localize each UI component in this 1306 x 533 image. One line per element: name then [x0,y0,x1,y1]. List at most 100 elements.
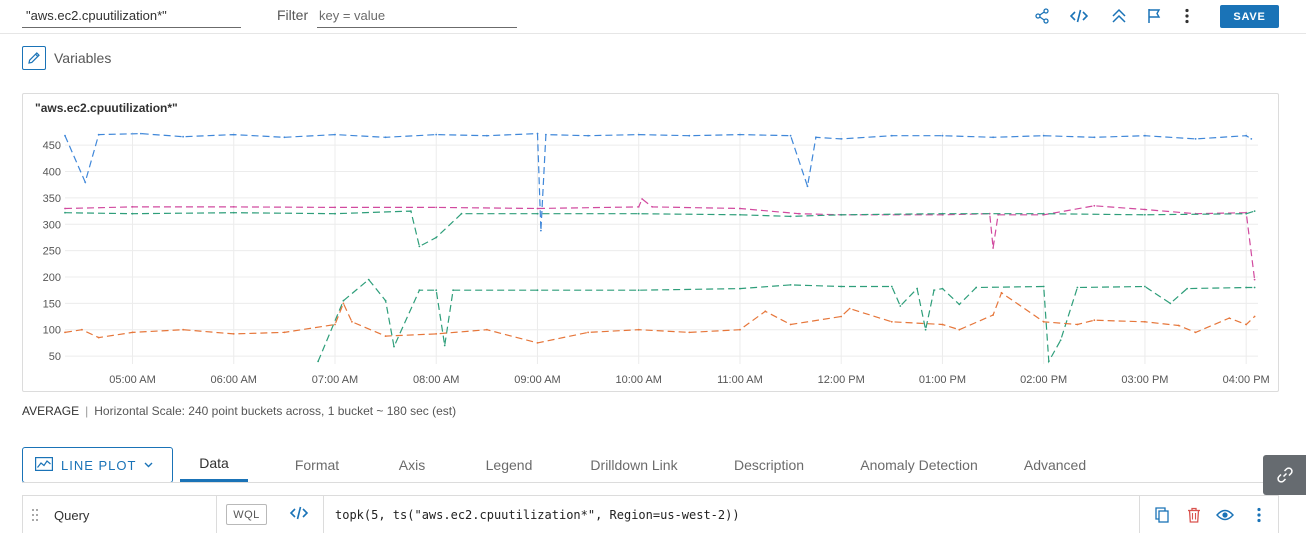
data-point [1253,315,1256,318]
variables-label: Variables [54,49,112,66]
tab-legend[interactable]: Legend [485,456,533,473]
data-point [637,328,640,331]
data-point [739,213,741,216]
more-vertical-icon[interactable] [1178,7,1196,25]
data-point [815,136,817,139]
filter-label: Filter [277,7,309,23]
series-line [64,132,1252,231]
data-point [182,135,185,138]
x-tick-label: 02:00 PM [1020,374,1067,386]
chart-name-input[interactable] [22,4,241,28]
data-point [1245,286,1248,289]
data-point [848,307,851,310]
data-point [283,331,286,334]
link-icon[interactable] [1263,455,1306,495]
double-chevron-up-icon[interactable] [1110,7,1128,25]
tab-axis[interactable]: Axis [398,456,426,473]
data-point [384,136,387,139]
data-point [64,211,66,214]
tab-description[interactable]: Description [733,456,805,473]
query-expression-input[interactable]: topk(5, ts("aws.ec2.cpuutilization*", Re… [335,508,740,522]
data-point [64,134,66,137]
chevron-down-icon [144,460,153,470]
data-point [651,206,654,208]
data-point [637,133,640,136]
data-point [933,289,935,292]
y-tick-label: 200 [43,272,61,284]
data-point [131,206,134,208]
query-divider [216,496,217,533]
data-point [637,206,640,208]
y-tick-label: 150 [43,298,61,310]
data-point [536,342,539,344]
variables-toggle[interactable]: Variables [22,45,111,70]
chart-title: "aws.ec2.cpuutilization*" [35,101,178,115]
x-tick-label: 12:00 PM [818,374,865,386]
line-plot-icon [35,456,53,474]
x-tick-label: 05:00 AM [109,374,155,386]
data-point [435,206,438,209]
plot-type-dropdown[interactable]: LINE PLOT [22,447,173,483]
data-point [1059,339,1062,342]
x-tick-label: 06:00 AM [210,374,256,386]
data-point [1144,285,1146,288]
code-icon[interactable] [1070,7,1088,25]
x-tick-label: 10:00 AM [615,374,661,386]
eye-icon[interactable] [1216,506,1234,524]
series-line [64,210,1255,248]
data-point [317,360,319,363]
data-point [688,134,691,137]
data-point [97,336,100,339]
flag-icon[interactable] [1145,7,1163,25]
save-button[interactable]: SAVE [1220,5,1279,28]
pencil-icon[interactable] [22,45,46,70]
copy-icon[interactable] [1153,506,1171,524]
more-vertical-icon[interactable] [1250,506,1268,524]
x-tick-label: 11:00 AM [717,374,763,386]
x-tick-label: 03:00 PM [1121,374,1168,386]
data-point [789,323,792,326]
data-point [182,328,185,331]
tab-advanced[interactable]: Advanced [1023,456,1087,473]
trash-icon[interactable] [1185,506,1203,524]
filter-input[interactable] [317,4,517,28]
data-point [452,289,454,292]
data-point [536,212,539,215]
data-point [140,132,142,135]
tab-data[interactable]: Data [180,447,248,482]
query-builder-code-icon[interactable] [289,506,309,525]
tab-anomaly-detection[interactable]: Anomaly Detection [860,456,978,473]
wql-toggle[interactable]: WQL [226,504,267,525]
data-point [334,206,336,209]
tab-format[interactable]: Format [294,456,340,473]
data-point [975,286,978,289]
series-line [64,198,1256,280]
share-icon[interactable] [1033,7,1051,25]
data-point [435,133,438,136]
tab-drilldown-link[interactable]: Drilldown Link [590,456,678,473]
data-point [941,323,944,326]
data-point [536,289,539,292]
data-point [587,331,589,334]
data-point [997,213,999,216]
data-point [1253,286,1256,289]
query-name[interactable]: Query [54,508,90,523]
data-point [342,299,345,302]
data-point [283,136,286,139]
data-point [941,212,944,215]
data-point [1093,319,1096,322]
line-chart[interactable]: 50 100 150 200 250 300 350 400 450 05:00 AM 06:00 … [23,94,1278,391]
data-point [806,185,809,188]
data-point [435,289,438,292]
data-point [410,210,412,212]
data-point [958,303,961,306]
data-point [941,287,944,290]
data-point [334,133,336,136]
data-point [486,134,488,137]
drag-handle-icon[interactable] [31,508,39,522]
data-point [460,212,463,215]
summary-scale: Horizontal Scale: 240 point buckets acro… [94,404,457,418]
y-tick-label: 250 [43,246,61,258]
data-point [418,289,421,292]
data-point [941,134,944,137]
